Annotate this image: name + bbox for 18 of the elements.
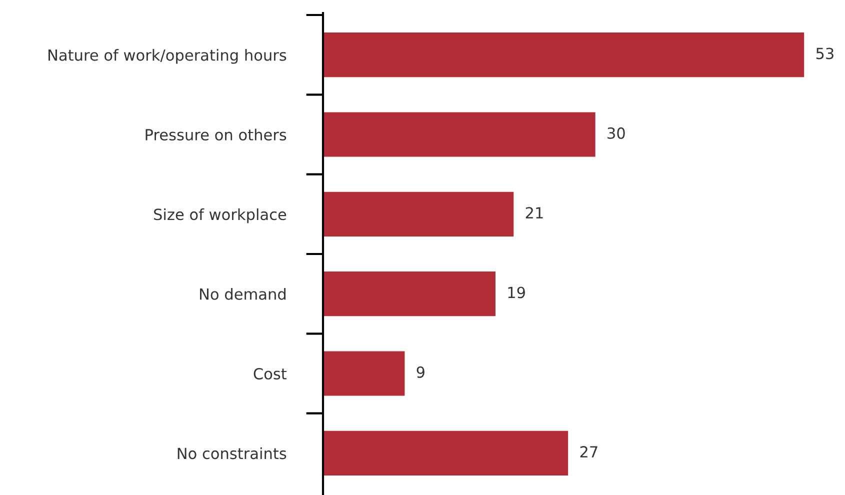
y-tick-label: Cost — [254, 368, 287, 380]
data-label: 30 — [608, 127, 625, 139]
y-tick-label: Size of workplace — [154, 208, 286, 224]
data-label: 21 — [526, 207, 543, 218]
y-tick-label: Nature of work/operating hours — [48, 49, 286, 64]
data-label: 9 — [416, 366, 424, 378]
bar — [323, 351, 405, 396]
bar — [323, 32, 804, 78]
y-tick-label: No demand — [200, 288, 286, 300]
bar — [323, 430, 568, 476]
y-tick-label: Pressure on others — [146, 128, 286, 141]
bar — [323, 192, 514, 236]
data-label: 19 — [508, 286, 525, 298]
data-label: 27 — [580, 446, 598, 458]
y-tick-label: No constraints — [178, 447, 286, 460]
bar — [323, 272, 496, 316]
data-label: 53 — [816, 48, 834, 60]
bar — [323, 112, 596, 157]
